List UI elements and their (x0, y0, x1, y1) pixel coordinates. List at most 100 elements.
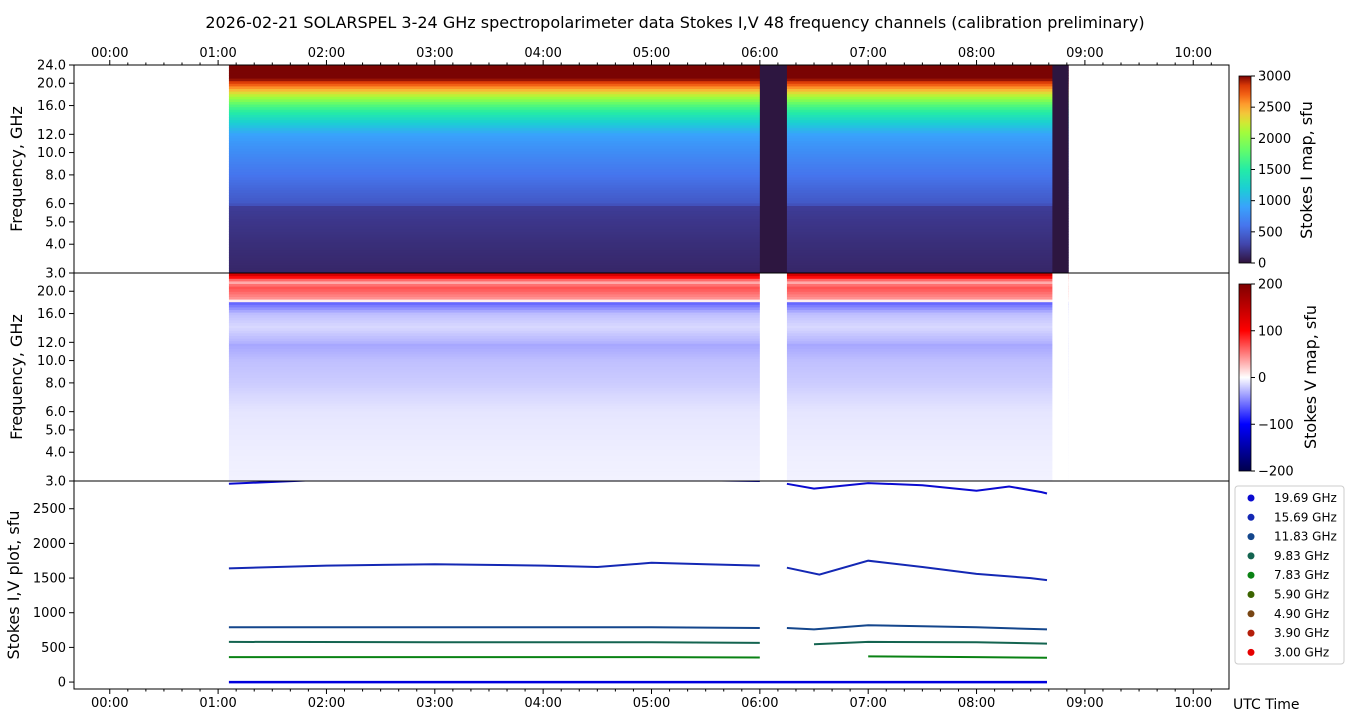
stokes-v-y-ticks: 20.0 16.0 12.0 10.0 8.0 6.0 5.0 4.0 3.0 (37, 285, 74, 490)
y-tick-label: 20.0 (37, 77, 66, 92)
x-tick-label: 05:00 (633, 696, 670, 711)
y-tick-label: 20.0 (37, 285, 66, 300)
heatmap-band (228, 296, 1069, 300)
heatmap-band (228, 309, 1069, 313)
x-tick-label: 03:00 (416, 46, 453, 61)
heatmap-band (228, 65, 1069, 69)
chart-title: 2026-02-21 SOLARSPEL 3-24 GHz spectropol… (205, 13, 1144, 32)
heatmap-band (228, 213, 1069, 217)
y-tick-label: 500 (41, 641, 66, 656)
heatmap-band (228, 397, 1069, 401)
heatmap-band (228, 374, 1069, 378)
heatmap-band (228, 174, 1069, 178)
y-tick-label: 12.0 (37, 336, 66, 351)
stokes-i-colorbar-ticks: 3000 2500 2000 1500 1000 500 0 (1251, 70, 1291, 272)
heatmap-band (228, 200, 1069, 204)
legend-marker (1247, 610, 1255, 618)
heatmap-band (228, 429, 1069, 433)
heatmap-band (228, 273, 1069, 277)
heatmap-band (228, 247, 1069, 251)
heatmap-band (228, 234, 1069, 238)
series-line (868, 655, 1048, 659)
heatmap-band (228, 78, 1069, 82)
heatmap-band (228, 286, 1069, 290)
y-tick-label: 6.0 (45, 197, 66, 212)
heatmap-band (228, 283, 1069, 287)
heatmap-band (228, 364, 1069, 368)
heatmap-band (228, 106, 1069, 110)
heatmap-band (228, 161, 1069, 165)
heatmap-band (228, 462, 1069, 466)
heatmap-band (228, 332, 1069, 336)
y-tick-label: 2500 (33, 502, 66, 517)
heatmap-band (228, 176, 1069, 180)
heatmap-band (228, 127, 1069, 131)
stokes-iv-series (228, 481, 1048, 684)
stokes-iv-y-label: Stokes I,V plot, sfu (4, 511, 23, 660)
heatmap-band (228, 260, 1069, 264)
heatmap-band (228, 91, 1069, 95)
colorbar-tick-label: −100 (1258, 418, 1294, 433)
heatmap-band (228, 413, 1069, 417)
heatmap-band (228, 353, 1069, 357)
heatmap-band (228, 384, 1069, 388)
heatmap-band (228, 80, 1069, 84)
heatmap-band (228, 361, 1069, 365)
heatmap-band (228, 416, 1069, 420)
heatmap-band (228, 301, 1069, 305)
heatmap-band (228, 192, 1069, 196)
y-tick-label: 2000 (33, 537, 66, 552)
heatmap-band (228, 304, 1069, 308)
colorbar-tick-label: 2500 (1258, 101, 1291, 116)
heatmap-band (228, 403, 1069, 407)
y-tick-label: 6.0 (45, 405, 66, 420)
heatmap-band (228, 278, 1069, 282)
stokes-v-colorbar-label: Stokes V map, sfu (1301, 305, 1320, 449)
heatmap-band (228, 369, 1069, 373)
colorbar-tick-label: 1000 (1258, 194, 1291, 209)
heatmap-band (228, 306, 1069, 310)
heatmap-band (228, 455, 1069, 459)
colorbar-tick-label: −200 (1258, 465, 1294, 480)
heatmap-band (228, 392, 1069, 396)
heatmap-band (228, 442, 1069, 446)
heatmap-band (228, 408, 1069, 412)
stokes-iv-y-ticks: 0 500 1000 1500 2000 2500 (33, 502, 74, 691)
heatmap-band (228, 377, 1069, 381)
heatmap-band (228, 371, 1069, 375)
heatmap-band (228, 410, 1069, 414)
heatmap-band (228, 153, 1069, 157)
heatmap-band (228, 252, 1069, 256)
heatmap-band (228, 189, 1069, 193)
y-tick-label: 12.0 (37, 128, 66, 143)
heatmap-band (228, 262, 1069, 266)
heatmap-band (228, 169, 1069, 173)
legend-frame (1234, 485, 1345, 665)
heatmap-band (228, 130, 1069, 134)
heatmap-band (228, 114, 1069, 118)
stokes-i-colorbar-label: Stokes I map, sfu (1297, 101, 1316, 239)
y-tick-label: 0 (58, 676, 66, 691)
x-tick-label: 02:00 (308, 46, 345, 61)
series-legend: 19.69 GHz 15.69 GHz 11.83 GHz 9.83 GHz 7.83 … (1234, 485, 1345, 665)
legend-marker (1247, 629, 1255, 637)
heatmap-band (228, 335, 1069, 339)
y-tick-label: 8.0 (45, 168, 66, 183)
heatmap-band (228, 421, 1069, 425)
stokes-i-heatmap (228, 65, 1069, 274)
stokes-v-map-panel: 20.0 16.0 12.0 10.0 8.0 6.0 5.0 4.0 3.0 Frequenc… (7, 272, 1230, 490)
heatmap-band (228, 327, 1069, 331)
heatmap-band (228, 135, 1069, 139)
stokes-iv-x-ticks: 00:00 01:00 02:00 03:00 04:00 05:00 06:00 07:00… (91, 689, 1212, 711)
series-line (228, 640, 760, 644)
heatmap-band (228, 460, 1069, 464)
heatmap-band (228, 475, 1069, 479)
x-tick-label: 02:00 (308, 696, 345, 711)
heatmap-band (228, 340, 1069, 344)
stokes-i-map-panel: 24.0 20.0 16.0 12.0 10.0 8.0 6.0 5.0 4.0 3.0 00:0… (7, 46, 1230, 282)
heatmap-band (228, 358, 1069, 362)
legend-marker (1247, 571, 1255, 579)
heatmap-band (228, 195, 1069, 199)
heatmap-band (228, 215, 1069, 219)
